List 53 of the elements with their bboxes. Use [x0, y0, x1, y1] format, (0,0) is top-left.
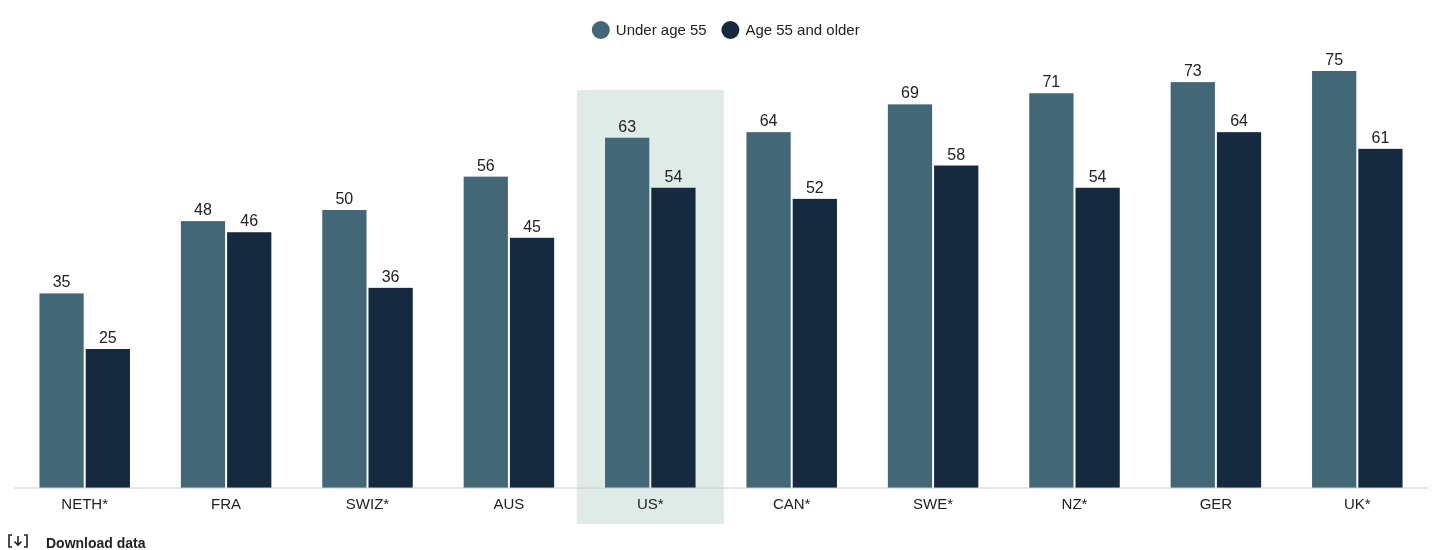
- data-label: 48: [194, 201, 212, 219]
- data-label: 64: [1230, 112, 1249, 130]
- bar: [509, 237, 555, 488]
- bar: [39, 293, 84, 488]
- data-label: 52: [805, 178, 824, 196]
- data-label: 71: [1042, 73, 1061, 91]
- x-tick-label: NETH*: [61, 495, 109, 512]
- data-label: 73: [1183, 62, 1202, 80]
- data-label: 63: [618, 117, 637, 135]
- bar: [1029, 93, 1074, 488]
- data-label: 61: [1371, 128, 1390, 146]
- x-tick-label: CAN*: [772, 495, 811, 512]
- text: Download data: [46, 535, 146, 550]
- legend-label: Under age 55: [615, 21, 707, 38]
- bar: [463, 176, 508, 488]
- x-tick-label: NZ*: [1061, 495, 1088, 512]
- x-tick-label: US*: [636, 495, 664, 512]
- bar: [1358, 148, 1403, 488]
- bar: [1312, 71, 1357, 488]
- bar: [605, 137, 650, 488]
- data-label: 54: [1088, 167, 1107, 185]
- data-label: 54: [664, 167, 683, 185]
- bar: [322, 210, 367, 488]
- bar: [180, 221, 226, 488]
- bar: [368, 287, 413, 488]
- data-label: 69: [901, 84, 919, 102]
- bar: [792, 198, 837, 488]
- data-label: 58: [947, 145, 966, 163]
- data-label: 64: [759, 112, 778, 130]
- bar: [934, 165, 979, 488]
- data-label: 45: [523, 217, 542, 235]
- bar: [227, 232, 272, 488]
- x-tick-label: SWE*: [913, 495, 954, 512]
- x-tick-label: AUS: [493, 495, 525, 512]
- x-tick-label: UK*: [1343, 495, 1371, 512]
- data-label: 56: [476, 156, 495, 174]
- x-tick-label: GER: [1199, 495, 1233, 512]
- bar: [1170, 82, 1215, 488]
- data-label: 35: [52, 273, 71, 291]
- bar: [887, 104, 933, 488]
- data-label: 75: [1325, 51, 1344, 68]
- bar: [85, 349, 130, 488]
- x-tick-label: FRA: [211, 495, 242, 512]
- data-label: 50: [335, 190, 354, 207]
- bar: [651, 187, 696, 488]
- bar: [1075, 187, 1120, 488]
- bar: [1216, 132, 1262, 488]
- data-label: 25: [98, 329, 117, 346]
- data-label: 46: [240, 212, 259, 230]
- bar: [746, 132, 791, 488]
- legend-label: Age 55 and older: [745, 21, 860, 38]
- x-tick-label: SWIZ*: [345, 495, 390, 512]
- data-label: 36: [381, 267, 400, 285]
